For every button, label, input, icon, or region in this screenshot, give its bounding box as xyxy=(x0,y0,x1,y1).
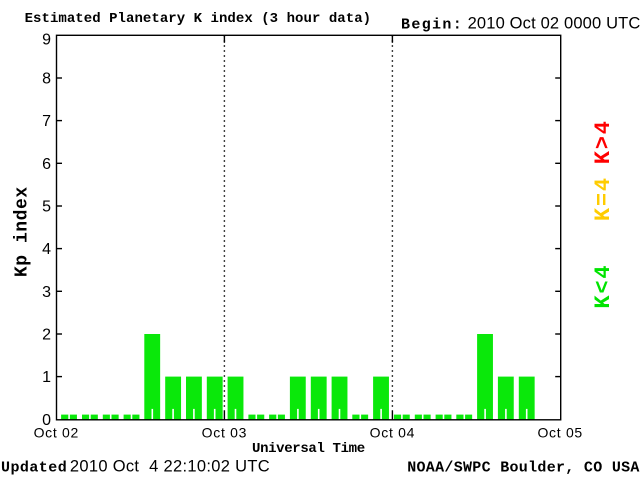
svg-text:0: 0 xyxy=(42,412,51,429)
svg-text:5: 5 xyxy=(42,199,51,216)
svg-text:K>4: K>4 xyxy=(591,119,616,164)
svg-text:2010 Oct 02 0000 UTC: 2010 Oct 02 0000 UTC xyxy=(468,15,640,33)
svg-text:2010 Oct 4 22:10:02 UTC: 2010 Oct 4 22:10:02 UTC xyxy=(70,457,270,475)
svg-text:7: 7 xyxy=(42,113,51,130)
svg-text:4: 4 xyxy=(42,241,51,258)
svg-text:Oct 03: Oct 03 xyxy=(202,425,247,441)
svg-text:Estimated Planetary K index (3: Estimated Planetary K index (3 hour data… xyxy=(25,11,372,27)
svg-text:Oct 05: Oct 05 xyxy=(537,425,582,441)
svg-text:Universal Time: Universal Time xyxy=(252,441,365,457)
svg-text:8: 8 xyxy=(42,71,51,88)
svg-text:6: 6 xyxy=(42,156,51,173)
svg-text:K<4: K<4 xyxy=(591,264,616,309)
svg-text:1: 1 xyxy=(42,369,51,386)
svg-text:Oct 02: Oct 02 xyxy=(34,425,79,441)
svg-text:Updated: Updated xyxy=(1,459,67,476)
svg-text:K=4: K=4 xyxy=(591,176,616,221)
svg-text:Begin:: Begin: xyxy=(401,16,463,33)
svg-text:Kp index: Kp index xyxy=(13,186,33,277)
svg-text:9: 9 xyxy=(42,32,51,49)
svg-text:NOAA/SWPC Boulder, CO USA: NOAA/SWPC Boulder, CO USA xyxy=(407,460,640,477)
svg-text:2: 2 xyxy=(42,327,51,344)
svg-text:3: 3 xyxy=(42,284,51,301)
svg-text:Oct 04: Oct 04 xyxy=(370,425,415,441)
